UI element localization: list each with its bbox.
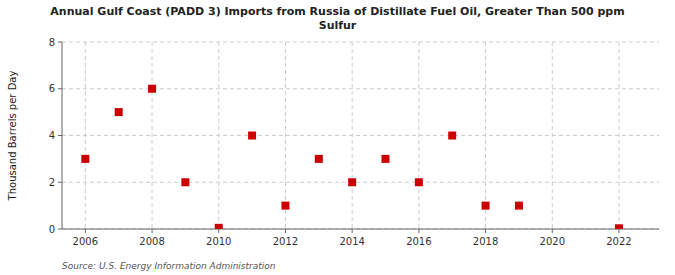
chart-title: Annual Gulf Coast (PADD 3) Imports from … bbox=[50, 5, 624, 32]
chart-container: Annual Gulf Coast (PADD 3) Imports from … bbox=[0, 0, 675, 275]
chart-title-line: Sulfur bbox=[319, 19, 357, 32]
x-tick bbox=[485, 229, 486, 233]
x-grid-line bbox=[618, 42, 619, 229]
x-grid-line bbox=[152, 42, 153, 229]
scatter-point bbox=[81, 155, 89, 163]
scatter-point bbox=[448, 132, 456, 140]
x-grid-line bbox=[418, 42, 419, 229]
x-tick bbox=[218, 229, 219, 233]
x-tick-label: 2008 bbox=[139, 236, 164, 247]
y-tick bbox=[58, 229, 62, 230]
y-axis-line bbox=[62, 42, 63, 229]
scatter-point bbox=[248, 132, 256, 140]
x-tick bbox=[85, 229, 86, 233]
scatter-point bbox=[315, 155, 323, 163]
y-tick bbox=[58, 135, 62, 136]
x-tick-label: 2006 bbox=[73, 236, 98, 247]
x-grid-line bbox=[85, 42, 86, 229]
y-tick-label: 2 bbox=[49, 177, 55, 188]
scatter-point bbox=[515, 202, 523, 210]
x-tick bbox=[618, 229, 619, 233]
x-tick-label: 2016 bbox=[406, 236, 431, 247]
source-note: Source: U.S. Energy Information Administ… bbox=[62, 261, 276, 271]
points bbox=[81, 85, 623, 229]
x-tick bbox=[552, 229, 553, 233]
y-tick bbox=[58, 88, 62, 89]
x-tick bbox=[418, 229, 419, 233]
scatter-point bbox=[415, 178, 423, 186]
x-tick bbox=[352, 229, 353, 233]
x-tick-label: 2020 bbox=[540, 236, 565, 247]
x-grid-line bbox=[352, 42, 353, 229]
chart-title-line: Annual Gulf Coast (PADD 3) Imports from … bbox=[50, 5, 624, 18]
y-tick-label: 4 bbox=[49, 130, 55, 141]
scatter-point bbox=[482, 202, 490, 210]
scatter-point bbox=[215, 224, 223, 229]
x-tick-label: 2014 bbox=[339, 236, 364, 247]
x-grid-line bbox=[552, 42, 553, 229]
scatter-point bbox=[115, 108, 123, 116]
x-tick-label: 2022 bbox=[606, 236, 631, 247]
x-axis-line bbox=[62, 229, 659, 230]
chart-svg: Annual Gulf Coast (PADD 3) Imports from … bbox=[0, 0, 675, 275]
axes: 0 2 4 6 8 2006 2008 2010 2012 2014 2016 2018 2020 202… bbox=[49, 37, 659, 248]
scatter-point bbox=[382, 155, 390, 163]
x-grid-line bbox=[285, 42, 286, 229]
y-tick bbox=[58, 182, 62, 183]
y-axis-label: Thousand Barrels per Day bbox=[7, 71, 18, 202]
x-tick-label: 2012 bbox=[273, 236, 298, 247]
scatter-point bbox=[281, 202, 289, 210]
y-grid-line bbox=[62, 229, 659, 230]
scatter-point bbox=[615, 224, 623, 229]
x-tick bbox=[152, 229, 153, 233]
y-tick-label: 0 bbox=[49, 224, 55, 235]
y-grid-line bbox=[62, 42, 659, 43]
y-grid-line bbox=[62, 135, 659, 136]
scatter-point bbox=[181, 178, 189, 186]
y-tick-label: 6 bbox=[49, 83, 55, 94]
x-tick-label: 2010 bbox=[206, 236, 231, 247]
x-grid-line bbox=[485, 42, 486, 229]
y-grid-line bbox=[62, 182, 659, 183]
x-grid-line bbox=[218, 42, 219, 229]
x-tick bbox=[285, 229, 286, 233]
grid bbox=[62, 42, 659, 229]
scatter-point bbox=[348, 178, 356, 186]
y-tick bbox=[58, 42, 62, 43]
x-tick-label: 2018 bbox=[473, 236, 498, 247]
scatter-point bbox=[148, 85, 156, 93]
y-tick-label: 8 bbox=[49, 37, 55, 48]
